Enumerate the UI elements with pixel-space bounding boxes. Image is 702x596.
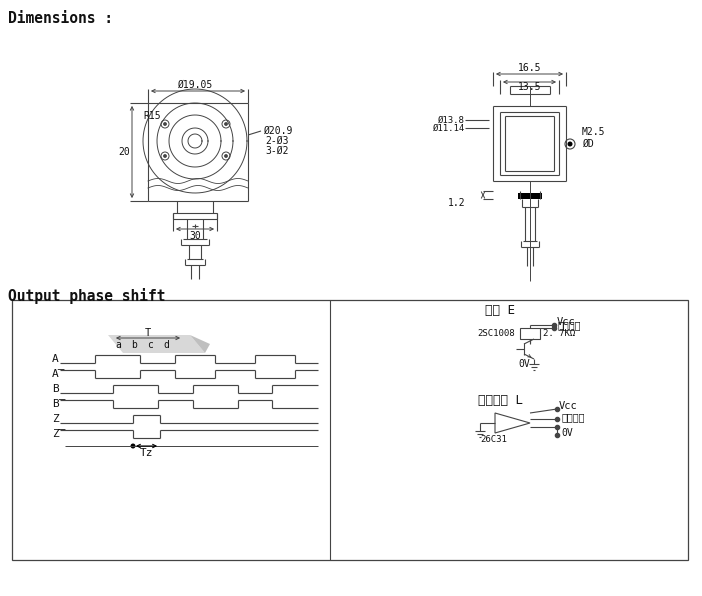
Text: c: c bbox=[147, 340, 153, 350]
Text: 2SC1008: 2SC1008 bbox=[477, 329, 515, 338]
Text: 0V: 0V bbox=[518, 359, 530, 369]
Text: Dimensions :: Dimensions : bbox=[8, 11, 113, 26]
Text: Output phase shift: Output phase shift bbox=[8, 288, 166, 304]
Text: Ø13.8: Ø13.8 bbox=[438, 116, 465, 125]
Text: 长线驱动 L: 长线驱动 L bbox=[477, 395, 522, 408]
Polygon shape bbox=[190, 335, 210, 353]
Circle shape bbox=[164, 155, 166, 157]
Text: Z: Z bbox=[52, 414, 59, 424]
Text: Vcc: Vcc bbox=[557, 317, 576, 327]
Polygon shape bbox=[108, 335, 205, 353]
Text: Tz: Tz bbox=[140, 448, 154, 458]
Circle shape bbox=[568, 142, 572, 146]
Circle shape bbox=[225, 155, 227, 157]
Text: A: A bbox=[52, 354, 59, 364]
Text: 13.5: 13.5 bbox=[518, 82, 541, 92]
Text: a: a bbox=[115, 340, 121, 350]
Text: A̅: A̅ bbox=[52, 369, 65, 379]
Bar bbox=[12, 300, 688, 560]
Circle shape bbox=[164, 123, 166, 125]
Circle shape bbox=[225, 123, 227, 125]
Text: Z̅: Z̅ bbox=[52, 429, 65, 439]
Text: 输出信号: 输出信号 bbox=[561, 412, 585, 422]
Text: Vcc: Vcc bbox=[559, 401, 578, 411]
Text: d: d bbox=[163, 340, 169, 350]
Text: B̅: B̅ bbox=[52, 399, 65, 409]
Text: 20: 20 bbox=[118, 147, 130, 157]
Text: 2. 7KΩ: 2. 7KΩ bbox=[543, 329, 575, 338]
Text: ØD: ØD bbox=[582, 139, 594, 149]
Text: 2-Ø3: 2-Ø3 bbox=[265, 136, 289, 146]
Circle shape bbox=[131, 443, 135, 449]
Text: R15: R15 bbox=[143, 111, 161, 121]
Text: T: T bbox=[145, 328, 151, 338]
Text: Ø20.9: Ø20.9 bbox=[263, 126, 292, 136]
Text: 30: 30 bbox=[189, 231, 201, 241]
Text: Ø19.05: Ø19.05 bbox=[178, 80, 213, 90]
Text: M2.5: M2.5 bbox=[582, 127, 606, 137]
Text: 输出信号: 输出信号 bbox=[558, 320, 581, 330]
Text: 26C31: 26C31 bbox=[480, 434, 507, 443]
Text: 1.2: 1.2 bbox=[447, 198, 465, 208]
Text: Ø11.14: Ø11.14 bbox=[432, 123, 465, 132]
Bar bbox=[518, 193, 542, 199]
Text: 16.5: 16.5 bbox=[518, 63, 541, 73]
Text: 0V: 0V bbox=[561, 428, 573, 438]
Text: B: B bbox=[52, 384, 59, 394]
Bar bbox=[520, 328, 540, 339]
Text: 电压 E: 电压 E bbox=[485, 303, 515, 316]
Text: b: b bbox=[131, 340, 137, 350]
Text: 3-Ø2: 3-Ø2 bbox=[265, 146, 289, 156]
